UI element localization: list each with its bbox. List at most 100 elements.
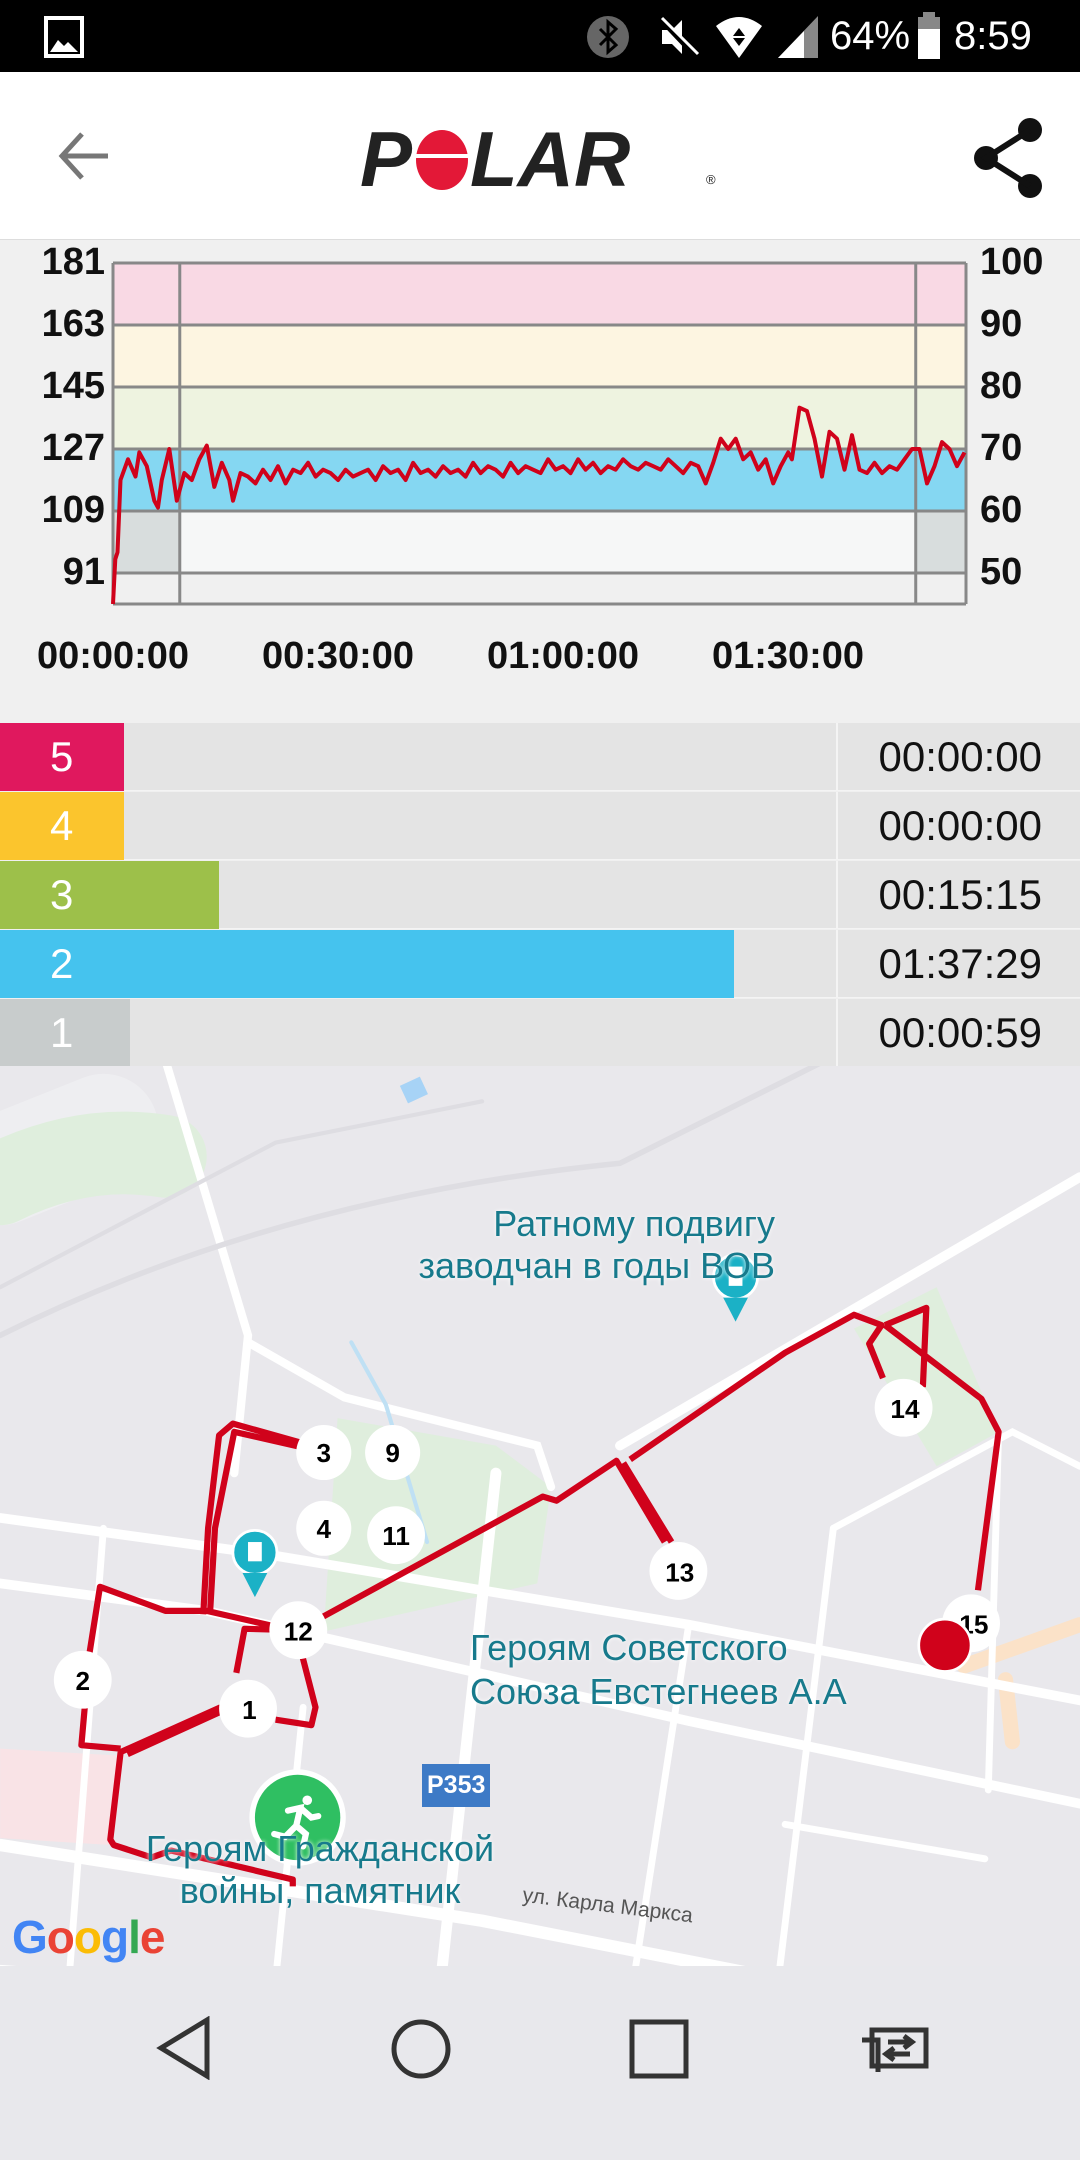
home-circle-icon[interactable] [390,2018,452,2080]
polar-logo: P LAR ® [360,126,716,196]
start-marker [249,1769,346,1866]
y-tick-right: 60 [980,489,1023,531]
lap-marker: 11 [367,1506,425,1565]
poi-label-line: заводчан в годы ВОВ [418,1245,775,1286]
y-tick-right: 80 [980,365,1023,407]
heart-rate-plot [111,261,968,606]
svg-text:11: 11 [382,1521,410,1551]
divider [836,723,838,791]
svg-text:13: 13 [665,1557,694,1587]
lap-marker: 9 [365,1424,421,1481]
y-tick-left: 91 [62,551,105,593]
divider [836,861,838,929]
finish-marker [917,1617,973,1673]
poi-icon [231,1528,279,1598]
image-icon [44,16,84,58]
share-icon[interactable] [970,116,1050,200]
zone-number: 5 [0,723,124,791]
lap-marker: 3 [296,1424,352,1481]
y-tick-left: 109 [41,489,105,531]
poi-label[interactable]: Ратному подвигу заводчан в годы ВОВ [305,1203,775,1287]
svg-text:1: 1 [242,1695,257,1725]
heart-rate-chart: 181 163 145 127 109 91 100 90 80 70 60 5… [0,240,1080,723]
x-tick: 01:30:00 [711,635,865,677]
zone-row-3: 3 00:15:15 [0,861,1080,929]
x-tick: 00:30:00 [261,635,415,677]
mute-icon [657,15,700,59]
clock: 8:59 [954,14,1032,58]
warmup-shade [113,511,180,573]
zone-row-2: 2 01:37:29 [0,930,1080,998]
status-bar: 64% 8:59 [0,0,1080,72]
lap-marker: 4 [296,1500,352,1556]
recents-square-icon[interactable] [628,2018,690,2080]
y-tick-right: 90 [980,303,1023,345]
zone-time: 01:37:29 [878,940,1043,987]
svg-text:4: 4 [316,1514,331,1544]
y-tick-right: 100 [980,241,1044,283]
poi-label-line: Героям Советского [470,1627,788,1668]
y-tick-left: 181 [41,241,105,283]
battery-percent: 64% [830,14,911,58]
x-tick: 00:00:00 [36,635,190,677]
x-tick: 01:00:00 [486,635,640,677]
runner-icon [271,1795,322,1850]
svg-text:3: 3 [316,1438,331,1468]
lap-markers: 3 9 4 11 12 1 2 13 14 15 [53,1378,1000,1738]
heart-rate-zones: 5 00:00:00 4 00:00:00 3 00:15:15 2 01:37:29 1 00:… [0,723,1080,1067]
road-shield: Р353 [422,1764,491,1807]
zone-band [113,263,966,325]
lap-marker: 2 [53,1650,112,1709]
divider [836,999,838,1067]
divider [836,792,838,860]
arrow-left-icon[interactable] [56,130,112,182]
poi-label-line: Союза Евстегнеев А.А [470,1671,847,1712]
poi-label-line: Героям Гражданской [145,1828,495,1869]
zone-band [113,511,966,573]
zone-row-4: 4 00:00:00 [0,792,1080,860]
zone-row-1: 1 00:00:59 [0,999,1080,1067]
svg-text:9: 9 [385,1438,400,1468]
route-map[interactable]: 3 9 4 11 12 1 2 13 14 15 Ратному подвигу… [0,1066,1080,1966]
lap-marker: 1 [219,1679,277,1738]
screen-switch-icon[interactable] [858,2020,934,2076]
zone-row-5: 5 00:00:00 [0,723,1080,791]
poi-label-line: Ратному подвигу [493,1203,775,1244]
zone-bar [124,861,220,929]
zone-time: 00:00:59 [878,1009,1043,1056]
cooldown-shade [915,511,966,573]
lap-marker: 12 [269,1601,328,1660]
heart-rate-line [111,405,967,605]
svg-text:12: 12 [284,1617,313,1647]
y-tick-right: 70 [980,427,1023,469]
svg-text:P: P [360,126,413,196]
zone-number: 3 [0,861,124,929]
lap-marker: 13 [649,1542,708,1600]
divider [836,930,838,998]
zone-number: 2 [0,930,124,998]
zone-number: 1 [0,999,124,1067]
route-line [78,1304,1002,1887]
battery-icon [918,12,940,59]
system-nav-bar [0,1966,1080,2160]
map-canvas[interactable]: 3 9 4 11 12 1 2 13 14 15 [0,1066,1080,1966]
poi-label[interactable]: Героям Советского Союза Евстегнеев А.А [470,1626,847,1714]
app-bar: P LAR ® [0,72,1080,240]
y-tick-left: 163 [41,303,105,345]
svg-text:2: 2 [75,1666,90,1696]
poi-icon [712,1253,759,1322]
svg-text:®: ® [706,172,716,187]
zone-bar [124,930,735,998]
back-triangle-icon[interactable] [155,2016,215,2080]
svg-text:14: 14 [890,1394,920,1424]
poi-label[interactable]: Героям Гражданской войны, памятник [130,1828,510,1912]
below-band [113,573,966,604]
y-tick-left: 145 [41,365,105,407]
signal-icon [778,16,818,58]
y-tick-right: 50 [980,551,1023,593]
zone-number: 4 [0,792,124,860]
poi-label-line: войны, памятник [179,1870,461,1911]
zone-time: 00:15:15 [878,871,1043,918]
svg-text:LAR: LAR [470,126,630,196]
zone-band [113,325,966,387]
